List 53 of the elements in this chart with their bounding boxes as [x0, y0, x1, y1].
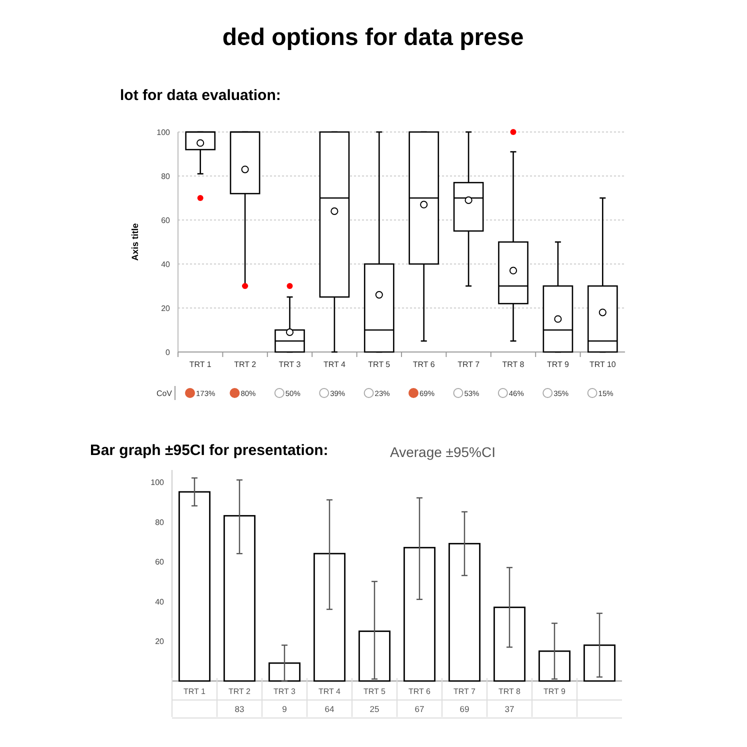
x-tick-label: TRT 7	[454, 687, 476, 696]
x-tick-label: TRT 10	[589, 360, 616, 369]
bar	[358, 630, 390, 682]
bar	[448, 542, 480, 682]
x-tick-label: TRT 5	[364, 687, 386, 696]
x-tick-label: TRT 9	[546, 360, 570, 369]
bar	[268, 662, 300, 682]
data-label: 64	[324, 704, 334, 714]
y-tick-label: 60	[155, 558, 165, 567]
x-tick-label: TRT 2	[228, 687, 252, 696]
y-tick-label: 40	[155, 597, 165, 606]
y-tick-label: 40	[161, 260, 171, 269]
chart-title: ded options for data prese	[222, 24, 524, 51]
y-tick-label: 100	[156, 128, 171, 137]
y-tick-label: 20	[155, 637, 165, 646]
y-tick-label: 20	[161, 304, 171, 313]
bar	[538, 650, 570, 682]
y-tick-label: 100	[150, 478, 165, 487]
chart-title: Bar graph ±95CI for presentation:	[90, 442, 328, 459]
x-tick-label: TRT 7	[458, 360, 480, 369]
x-tick-label: TRT 8	[502, 360, 525, 369]
bar	[404, 546, 436, 682]
x-tick-label: TRT 4	[318, 687, 342, 696]
x-tick-label: TRT 2	[234, 360, 257, 369]
bar	[584, 644, 616, 682]
data-label: 83	[234, 704, 244, 714]
x-tick-label: TRT 9	[544, 687, 566, 696]
y-tick-label: 80	[155, 518, 165, 527]
bar	[494, 606, 526, 682]
x-tick-label: TRT 4	[323, 360, 346, 369]
x-tick-label: TRT 6	[412, 360, 436, 369]
data-label: 67	[414, 704, 424, 714]
data-label: 69	[460, 704, 470, 714]
x-tick-label: TRT 1	[189, 360, 212, 369]
x-tick-label: TRT 8	[498, 687, 522, 696]
text: CoV	[156, 389, 173, 398]
x-tick-label: TRT 5	[368, 360, 391, 369]
data-label: 37	[504, 704, 514, 714]
y-axis-title: Axis title	[130, 223, 140, 261]
data-label: 25	[370, 704, 380, 714]
bar	[178, 491, 210, 682]
x-tick-label: TRT 3	[278, 360, 302, 369]
y-tick-label: 80	[161, 172, 171, 181]
x-tick-label: TRT 3	[274, 687, 296, 696]
bar	[314, 552, 346, 682]
x-tick-label: TRT 1	[184, 687, 206, 696]
y-tick-label: 0	[166, 348, 171, 357]
chart-subtitle: Average ±95%CI	[390, 444, 496, 460]
x-tick-label: TRT 6	[408, 687, 432, 696]
y-tick-label: 60	[161, 216, 171, 225]
bar	[224, 515, 256, 682]
data-label: 9	[282, 704, 288, 714]
chart-subtitle: lot for data evaluation:	[120, 87, 281, 104]
